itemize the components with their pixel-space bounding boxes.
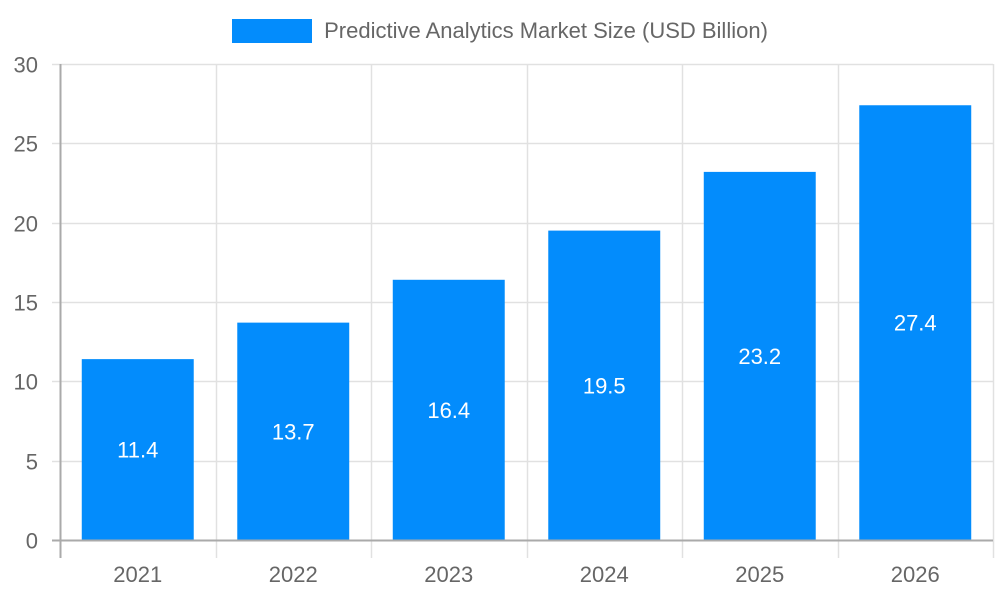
y-tick-label: 5 [26, 450, 38, 475]
bar-2023[interactable] [392, 279, 505, 540]
bar-2024[interactable] [548, 230, 661, 540]
x-axis-ticks: 2021 2022 2023 2024 2025 2026 [113, 562, 939, 587]
bar-2025[interactable] [703, 171, 816, 541]
bars [81, 105, 972, 541]
data-label: 19.5 [583, 373, 626, 398]
y-tick-label: 30 [14, 53, 38, 78]
chart-legend[interactable]: Predictive Analytics Market Size (USD Bi… [0, 18, 1000, 44]
x-tick-label: 2026 [891, 562, 940, 587]
axes [52, 64, 993, 558]
data-label: 16.4 [427, 398, 470, 423]
x-tick-label: 2025 [735, 562, 784, 587]
y-tick-label: 10 [14, 370, 38, 395]
bar-2022[interactable] [237, 322, 350, 540]
bar-2026[interactable] [859, 105, 972, 541]
y-tick-label: 25 [14, 132, 38, 157]
x-tick-label: 2024 [580, 562, 629, 587]
data-label: 11.4 [117, 438, 158, 463]
x-tick-label: 2023 [424, 562, 473, 587]
legend-label: Predictive Analytics Market Size (USD Bi… [324, 18, 768, 43]
y-tick-label: 20 [14, 212, 38, 237]
data-label: 23.2 [738, 344, 781, 369]
y-axis-ticks: 0 5 10 15 20 25 30 [14, 53, 38, 554]
bar-2021[interactable] [81, 359, 194, 540]
legend-swatch [232, 19, 313, 43]
data-labels: 11.4 13.7 16.4 19.5 23.2 27.4 [117, 311, 937, 463]
data-label: 13.7 [272, 419, 315, 444]
y-tick-label: 15 [14, 291, 38, 316]
grid-lines [52, 63, 995, 558]
y-tick-label: 0 [26, 529, 38, 554]
data-label: 27.4 [894, 311, 937, 336]
x-tick-label: 2021 [113, 562, 162, 587]
x-tick-label: 2022 [269, 562, 318, 587]
